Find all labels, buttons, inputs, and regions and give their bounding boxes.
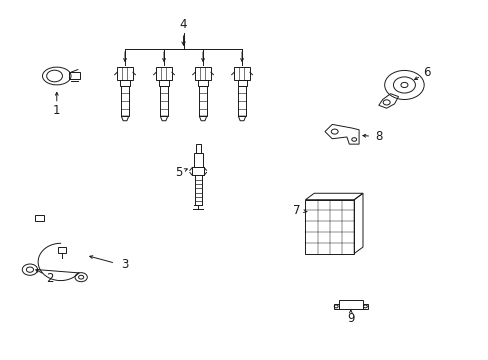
- Bar: [120, 80, 129, 86]
- Bar: [338, 300, 362, 309]
- Bar: [362, 304, 367, 309]
- Bar: [199, 86, 206, 116]
- Bar: [35, 215, 44, 221]
- Bar: [198, 80, 207, 86]
- Bar: [69, 72, 80, 79]
- Bar: [192, 167, 203, 175]
- Text: 8: 8: [374, 130, 382, 144]
- Text: 9: 9: [346, 311, 354, 325]
- Bar: [121, 86, 128, 116]
- Bar: [305, 200, 353, 253]
- Bar: [117, 67, 133, 80]
- Text: 4: 4: [180, 18, 187, 31]
- Text: 1: 1: [53, 104, 61, 117]
- Bar: [238, 86, 245, 116]
- Bar: [156, 67, 172, 80]
- Bar: [333, 304, 338, 309]
- Text: 5: 5: [175, 166, 182, 179]
- Text: 3: 3: [121, 258, 128, 271]
- Bar: [195, 67, 210, 80]
- Bar: [193, 153, 202, 167]
- Bar: [159, 80, 168, 86]
- Bar: [234, 67, 249, 80]
- Bar: [58, 247, 66, 253]
- Text: 7: 7: [293, 204, 300, 217]
- Bar: [160, 86, 167, 116]
- Bar: [195, 144, 200, 153]
- Text: 2: 2: [45, 272, 53, 285]
- Text: 6: 6: [423, 66, 430, 79]
- Bar: [237, 80, 246, 86]
